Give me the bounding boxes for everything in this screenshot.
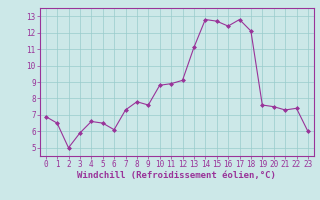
X-axis label: Windchill (Refroidissement éolien,°C): Windchill (Refroidissement éolien,°C) <box>77 171 276 180</box>
